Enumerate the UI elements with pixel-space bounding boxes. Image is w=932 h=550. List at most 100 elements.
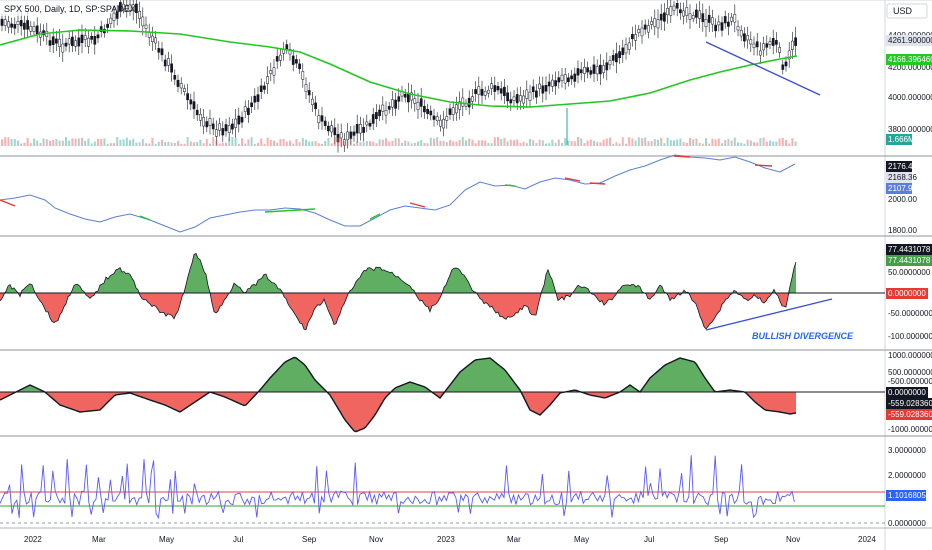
volume-bar (689, 137, 691, 146)
volume-bar (58, 140, 61, 146)
volume-bar (388, 141, 391, 146)
volume-bar (634, 140, 637, 146)
cumulative-negative-area (0, 392, 796, 432)
volume-bar (679, 138, 682, 146)
volume-bar (257, 142, 259, 146)
volume-bar (676, 139, 679, 146)
volume-bar (349, 137, 352, 146)
volume-bar (519, 142, 522, 146)
volume-bar (778, 138, 781, 146)
candle-body (509, 99, 513, 104)
candle-body (378, 109, 381, 117)
volume-bar (442, 141, 445, 146)
candle-body (647, 25, 650, 33)
candle-body (301, 71, 305, 80)
candle-body (55, 38, 58, 44)
candle-body (355, 124, 359, 134)
candle-body (499, 88, 503, 94)
time-label: May (574, 535, 589, 544)
candle-body (224, 124, 228, 132)
volume-bar (410, 143, 413, 146)
volume-bar (196, 141, 199, 146)
candle-body (554, 80, 557, 87)
candle-body (682, 10, 685, 17)
candle-body (163, 59, 167, 67)
cumulative-axis[interactable]: 1000.0000000 500.0000000 0.0000000 -559.… (886, 351, 932, 434)
price-panel[interactable] (0, 0, 821, 153)
volume-bar (753, 142, 755, 146)
time-label: Sep (302, 535, 317, 544)
candle-body (339, 132, 343, 139)
candle-body (170, 63, 173, 73)
time-label: Nov (786, 535, 800, 544)
volume-bar (305, 139, 307, 146)
candle-body (384, 110, 388, 116)
candle-body (183, 88, 186, 92)
volume-bar (164, 142, 167, 146)
cumulative-panel[interactable] (0, 356, 885, 433)
volume-bar (337, 137, 339, 146)
candle-body (426, 108, 429, 114)
candle-body (461, 97, 465, 107)
volume-bar (759, 138, 762, 146)
volatility-axis[interactable]: 3.0000000 2.0000000 1.1016805 0.0000000 (886, 446, 926, 528)
volume-bar (477, 140, 480, 146)
candle-body (698, 10, 701, 19)
candle-body (106, 23, 109, 28)
volume-bar (74, 138, 77, 146)
candle-body (263, 85, 266, 90)
oscillator-panel[interactable]: BULLISH DIVERGENCE (0, 252, 885, 341)
candle-body (467, 97, 471, 108)
time-axis[interactable]: 2022 Mar May Jul Sep Nov 2023 Mar May Ju… (24, 535, 876, 544)
volume-bar (487, 142, 490, 146)
candle-body (711, 17, 714, 25)
candle-body (381, 104, 385, 112)
volume-bar (148, 143, 151, 146)
volume-bar (61, 140, 64, 146)
candle-body (119, 2, 122, 11)
vol-axis-label: 3.0000000 (888, 446, 926, 455)
volume-bar (599, 142, 602, 146)
candle-body (151, 35, 154, 42)
volume-bar (125, 137, 128, 146)
ratio-panel[interactable] (0, 154, 796, 233)
candle-body (727, 21, 730, 27)
candle-body (688, 13, 692, 20)
volume-bar (317, 143, 320, 146)
volume-bar (244, 143, 247, 146)
candle-body (195, 109, 199, 116)
volume-bar (785, 139, 787, 146)
ratio-axis[interactable]: 2176.47 2168.36 2107.92 2000.00 1800.00 (886, 161, 917, 235)
volume-bar (727, 138, 730, 146)
volume-bar (365, 141, 368, 146)
volatility-panel[interactable] (0, 455, 885, 524)
volume-bar (481, 140, 483, 146)
vol-axis-label: 0.0000000 (888, 519, 926, 528)
volume-bar (737, 142, 739, 146)
currency-button[interactable]: USD (886, 3, 928, 19)
volume-bar (497, 137, 499, 146)
candle-body (35, 25, 39, 35)
volume-bar (612, 143, 615, 146)
candle-body (144, 24, 148, 29)
candle-body (320, 115, 324, 122)
candle-body (253, 95, 257, 103)
candle-body (503, 86, 506, 97)
volume-bar (353, 143, 355, 146)
volume-bar (189, 141, 192, 146)
volume-bar (333, 137, 336, 146)
price-axis[interactable]: 4400.0000000 4200.0000000 4000.0000000 3… (886, 31, 932, 145)
svg-text:1.1016805: 1.1016805 (888, 491, 926, 500)
candle-body (627, 42, 631, 50)
volume-bar (145, 143, 147, 146)
volume-bar (647, 141, 650, 146)
oscillator-axis[interactable]: 77.4431078 77.4431078 50.0000000 0.00000… (886, 244, 932, 341)
svg-text:0.0000000: 0.0000000 (888, 388, 926, 397)
price-axis-label: 4200.0000000 (888, 63, 932, 72)
candle-body (221, 128, 225, 136)
candle-body (752, 43, 756, 48)
symbol-title[interactable]: SPX 500, Daily, 1D, SP:SPADEX (4, 4, 136, 14)
candle-body (605, 62, 609, 71)
candle-body (138, 11, 141, 19)
